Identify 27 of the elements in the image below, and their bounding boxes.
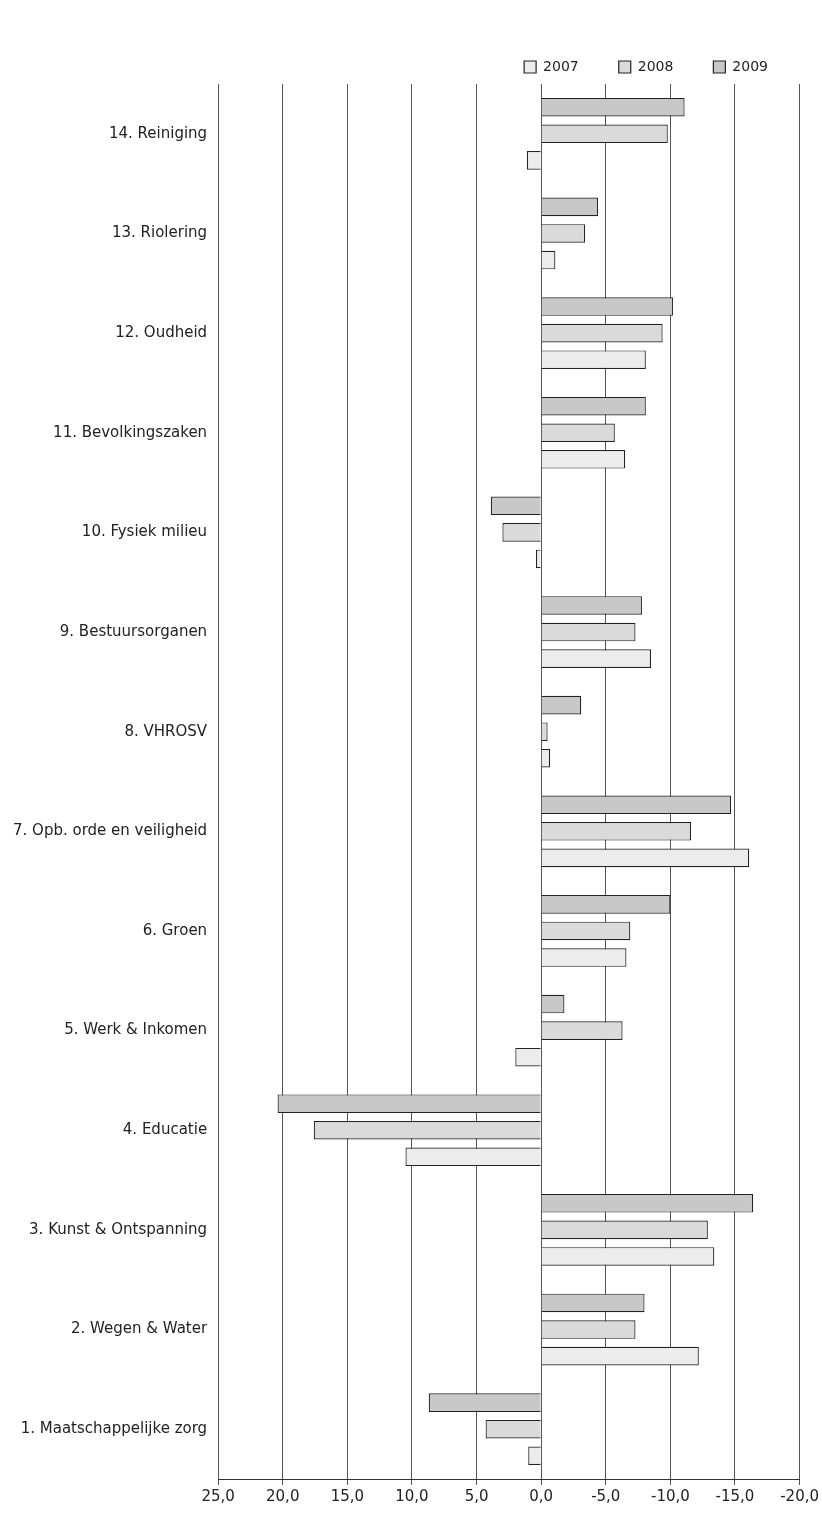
y-tick-label: 10. Fysiek milieu [81, 522, 208, 541]
y-tick-label: 14. Reiniging [108, 123, 208, 142]
legend-label: 2009 [732, 57, 769, 74]
x-tick-label: 15,0 [330, 1486, 365, 1505]
x-tick-label: -5,0 [591, 1486, 621, 1505]
y-tick-label: 1. Maatschappelijke zorg [20, 1419, 208, 1438]
x-tick-label: 25,0 [201, 1486, 235, 1505]
y-tick-label: 7. Opb. orde en veiligheid [13, 821, 208, 840]
x-tick-label: -20,0 [780, 1486, 819, 1505]
y-tick-label: 2. Wegen & Water [71, 1319, 208, 1338]
legend-label: 2007 [543, 57, 579, 74]
legend-label: 2008 [637, 57, 674, 74]
y-tick-label: 3. Kunst & Ontspanning [29, 1219, 208, 1238]
x-tick-label: 0,0 [529, 1486, 554, 1505]
x-tick-label: -10,0 [650, 1486, 690, 1505]
y-tick-label: 11. Bevolkingszaken [53, 422, 208, 441]
x-tick-label: 20,0 [266, 1486, 300, 1505]
y-tick-label: 9. Bestuursorganen [59, 621, 208, 640]
y-tick-label: 13. Riolering [111, 223, 208, 242]
x-tick-label: 5,0 [464, 1486, 489, 1505]
y-tick-label: 4. Educatie [122, 1120, 208, 1139]
x-tick-label: -15,0 [715, 1486, 755, 1505]
y-tick-label: 6. Groen [142, 920, 208, 939]
y-tick-label: 12. Oudheid [115, 323, 208, 341]
y-tick-label: 8. VHROSV [124, 721, 208, 740]
y-tick-label: 5. Werk & Inkomen [64, 1020, 208, 1039]
x-tick-label: 10,0 [395, 1486, 429, 1505]
